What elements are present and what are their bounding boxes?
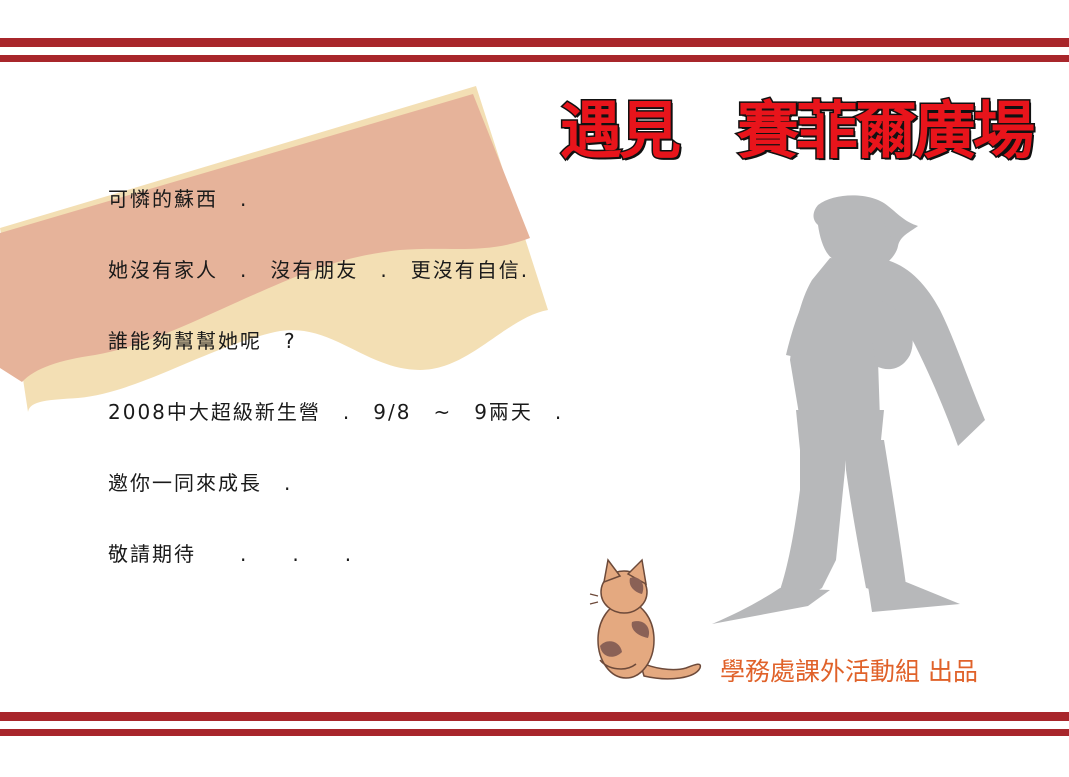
top-stripe-2 — [0, 55, 1069, 62]
credit-text: 學務處課外活動組 出品 — [720, 657, 978, 686]
bottom-stripe-1 — [0, 712, 1069, 721]
body-text: 可憐的蘇西 . 她沒有家人 . 沒有朋友 . 更沒有自信. 誰能夠幫幫她呢 ? … — [108, 180, 648, 606]
top-stripe-1 — [0, 38, 1069, 47]
banner-ribbon — [0, 86, 548, 412]
text-line-3: 誰能夠幫幫她呢 ? — [108, 329, 297, 353]
cat-illustration — [589, 558, 702, 680]
text-line-4: 2008中大超級新生營 . 9/8 ~ 9兩天 . — [108, 400, 564, 424]
text-line-2: 她沒有家人 . 沒有朋友 . 更沒有自信. — [108, 258, 530, 282]
silhouette-figure — [712, 195, 985, 624]
text-line-6: 敬請期待 . . . — [108, 542, 354, 566]
poster-title: 遇見 賽菲爾廣場 — [559, 93, 1037, 169]
text-line-1: 可憐的蘇西 . — [108, 187, 249, 211]
text-line-5: 邀你一同來成長 . — [108, 471, 293, 495]
bottom-stripe-2 — [0, 729, 1069, 736]
